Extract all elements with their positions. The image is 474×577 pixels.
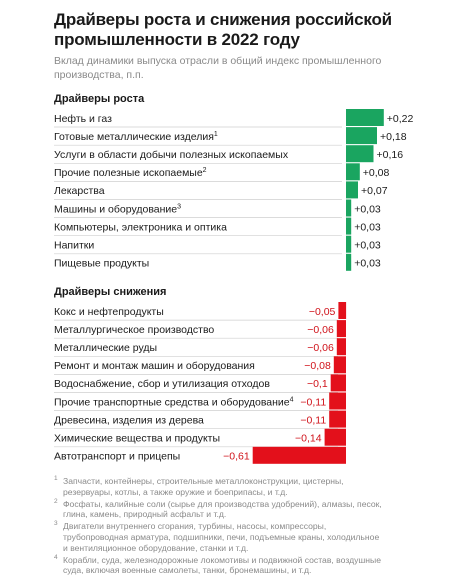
growth-bar [346, 163, 360, 181]
value-label: +0,03 [354, 258, 381, 270]
category-label: Компьютеры, электроника и оптика [54, 221, 227, 233]
category-label: Напитки [54, 240, 94, 252]
decline-bar [336, 338, 346, 356]
category-label: Химические вещества и продукты [54, 433, 220, 445]
footnote: 3 Двигатели внутреннего сгорания, турбины… [54, 520, 384, 553]
category-label: Металлические руды [54, 342, 157, 354]
category-label-text: Услуги в области добычи полезных ископае… [54, 149, 289, 161]
footnote-text: Запчасти, контейнеры, строительные метал… [63, 476, 344, 497]
value-label: +0,03 [354, 203, 381, 215]
category-label-text: Готовые металлические изделия [54, 131, 214, 143]
decline-bar [329, 410, 346, 428]
value-label: +0,07 [361, 185, 388, 197]
footnote-text: Корабли, суда, железнодорожные локомотив… [63, 554, 381, 576]
growth-bar [346, 127, 377, 145]
footnote-number: 1 [54, 475, 58, 482]
value-label: −0,08 [304, 360, 331, 372]
value-label: +0,18 [380, 131, 407, 143]
value-label: −0,61 [223, 451, 250, 463]
category-label-text: Металлургическое производство [54, 324, 214, 336]
category-label-text: Химические вещества и продукты [54, 433, 220, 445]
value-label: −0,11 [300, 414, 326, 426]
footnote-mark: 1 [214, 131, 218, 138]
value-label: −0,05 [309, 306, 336, 318]
growth-bar [346, 217, 352, 235]
decline-bar [324, 428, 346, 446]
value-label: −0,06 [307, 342, 334, 354]
footnote-mark: 2 [203, 167, 207, 174]
chart-subtitle: Вклад динамики выпуска отрасли в общий и… [54, 55, 382, 81]
category-label-text: Лекарства [54, 185, 105, 197]
category-label: Готовые металлические изделия1 [54, 131, 218, 143]
category-label-text: Нефть и газ [54, 113, 112, 125]
footnote-number: 4 [54, 553, 58, 561]
category-label-text: Напитки [54, 240, 94, 252]
value-label: +0,08 [363, 167, 390, 179]
category-label-text: Прочие транспортные средства и оборудова… [54, 396, 290, 408]
category-label: Услуги в области добычи полезных ископае… [54, 149, 289, 161]
category-label: Пищевые продукты [54, 258, 149, 270]
footnote-text: Двигатели внутреннего сгорания, турбины,… [63, 521, 380, 553]
category-label-text: Компьютеры, электроника и оптика [54, 221, 227, 233]
growth-bar [346, 145, 374, 163]
growth-bar [346, 109, 384, 126]
footnote: 4 Корабли, суда, железнодорожные локомоти… [54, 553, 384, 577]
category-label: Машины и оборудование3 [54, 203, 181, 215]
category-label: Автотранспорт и прицепы [54, 451, 180, 463]
chart-title: Драйверы роста и снижения российской про… [54, 10, 392, 49]
category-label-text: Автотранспорт и прицепы [54, 451, 180, 463]
category-label: Ремонт и монтаж машин и оборудования [54, 360, 255, 372]
category-label-text: Пищевые продукты [54, 258, 149, 270]
footnote-mark: 3 [177, 203, 181, 210]
growth-bar [346, 181, 358, 199]
value-label: +0,22 [387, 113, 414, 125]
contribution-bar-chart: Драйверы роста Нефть и газ +0,22 Готовые ме… [54, 93, 414, 464]
category-label: Нефть и газ [54, 113, 112, 125]
decline-bar [252, 446, 346, 464]
category-label: Лекарства [54, 185, 105, 197]
category-label-text: Прочие полезные ископаемые [54, 167, 203, 179]
category-label-text: Водоснабжение, сбор и утилизация отходов [54, 378, 270, 390]
value-label: +0,16 [377, 149, 404, 161]
section-heading-growth: Драйверы роста [54, 93, 145, 105]
category-label-text: Кокс и нефтепродукты [54, 306, 164, 318]
decline-bar [336, 320, 346, 338]
footnote: 1 Запчасти, контейнеры, строительные мета… [54, 475, 384, 498]
decline-bar [338, 302, 347, 319]
decline-bar [333, 356, 346, 374]
decline-bar [329, 392, 346, 410]
growth-bar [346, 253, 352, 271]
footnotes: 1 Запчасти, контейнеры, строительные мета… [54, 475, 384, 577]
decline-bar [330, 374, 346, 392]
category-label-text: Металлические руды [54, 342, 157, 354]
category-label: Кокс и нефтепродукты [54, 306, 164, 318]
value-label: +0,03 [354, 240, 381, 252]
value-label: −0,11 [300, 396, 326, 408]
footnote-text: Фосфаты, калийные соли (сырье для произв… [63, 498, 382, 520]
category-label: Прочие транспортные средства и оборудова… [54, 396, 294, 408]
growth-bar [346, 235, 352, 253]
value-label: +0,03 [354, 221, 381, 233]
category-label-text: Ремонт и монтаж машин и оборудования [54, 360, 255, 372]
footnote-mark: 4 [290, 396, 294, 403]
value-label: −0,14 [295, 433, 322, 445]
footnote-number: 2 [54, 497, 58, 505]
category-label: Водоснабжение, сбор и утилизация отходов [54, 378, 270, 390]
category-label: Металлургическое производство [54, 324, 214, 336]
section-heading-decline: Драйверы снижения [54, 286, 166, 298]
category-label: Древесина, изделия из дерева [54, 414, 204, 426]
footnote: 2 Фосфаты, калийные соли (сырье для произ… [54, 497, 384, 521]
growth-bar [346, 199, 352, 217]
category-label-text: Машины и оборудование [54, 203, 177, 215]
footnote-number: 3 [54, 520, 58, 528]
category-label-text: Древесина, изделия из дерева [54, 414, 204, 426]
value-label: −0,06 [307, 324, 334, 336]
category-label: Прочие полезные ископаемые2 [54, 167, 207, 179]
value-label: −0,1 [307, 378, 328, 390]
